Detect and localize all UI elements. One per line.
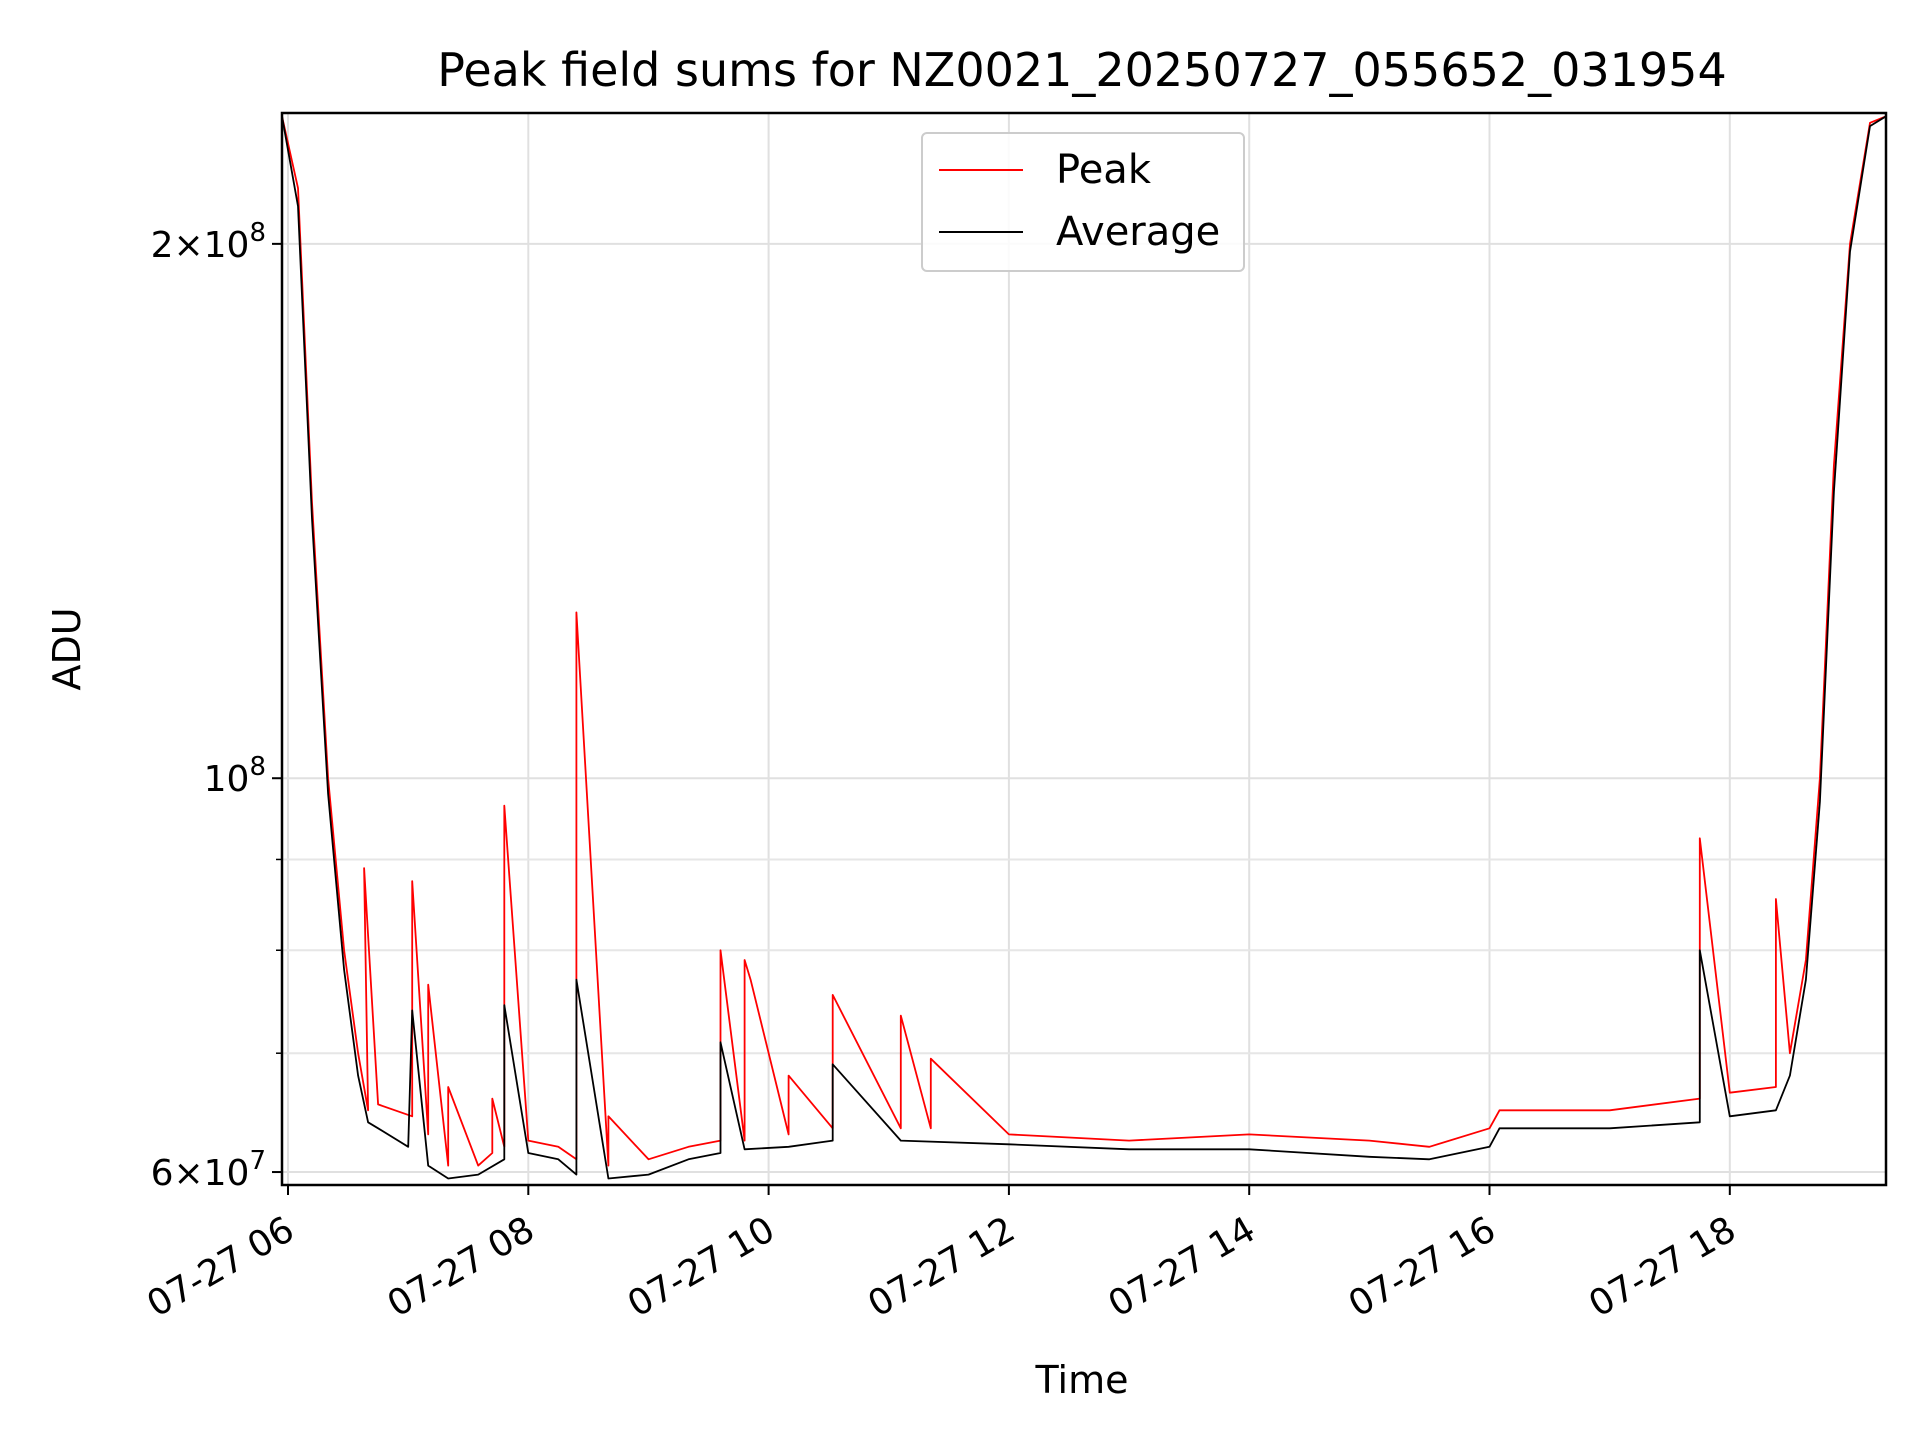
y-tick-label: 2×108: [151, 218, 266, 266]
y-tick-label: 108: [204, 752, 266, 800]
series-line-peak: [281, 115, 1887, 1167]
series-layer: [281, 115, 1887, 1180]
y-tick-label: 6×107: [151, 1146, 266, 1194]
series-line-average: [281, 115, 1887, 1180]
chart-title: Peak field sums for NZ0021_20250727_0556…: [437, 43, 1726, 97]
x-axis-label: Time: [1035, 1358, 1129, 1402]
legend-label-peak: Peak: [1056, 147, 1152, 193]
legend-label-average: Average: [1056, 209, 1220, 255]
legend-box: [921, 132, 1245, 272]
y-axis-label: ADU: [45, 607, 89, 690]
plot-frame: [280, 111, 1888, 1187]
legend: Peak Average: [921, 132, 1245, 272]
y-axis: 6×107 108 2×108: [151, 218, 282, 1194]
grid: [282, 113, 1886, 1185]
